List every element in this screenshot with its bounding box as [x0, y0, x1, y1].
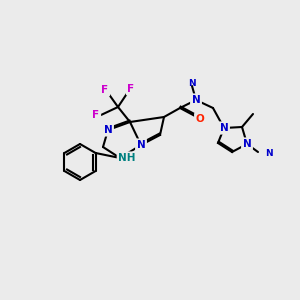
Text: N: N: [243, 139, 251, 149]
Text: N: N: [192, 95, 200, 105]
Text: N: N: [136, 140, 146, 150]
Text: NH: NH: [118, 153, 136, 163]
Text: N: N: [220, 123, 228, 133]
Text: O: O: [196, 114, 204, 124]
Text: N: N: [265, 149, 273, 158]
Text: N: N: [188, 79, 196, 88]
Text: F: F: [101, 85, 109, 95]
Text: F: F: [92, 110, 100, 120]
Text: N: N: [103, 125, 112, 135]
Text: F: F: [128, 84, 135, 94]
